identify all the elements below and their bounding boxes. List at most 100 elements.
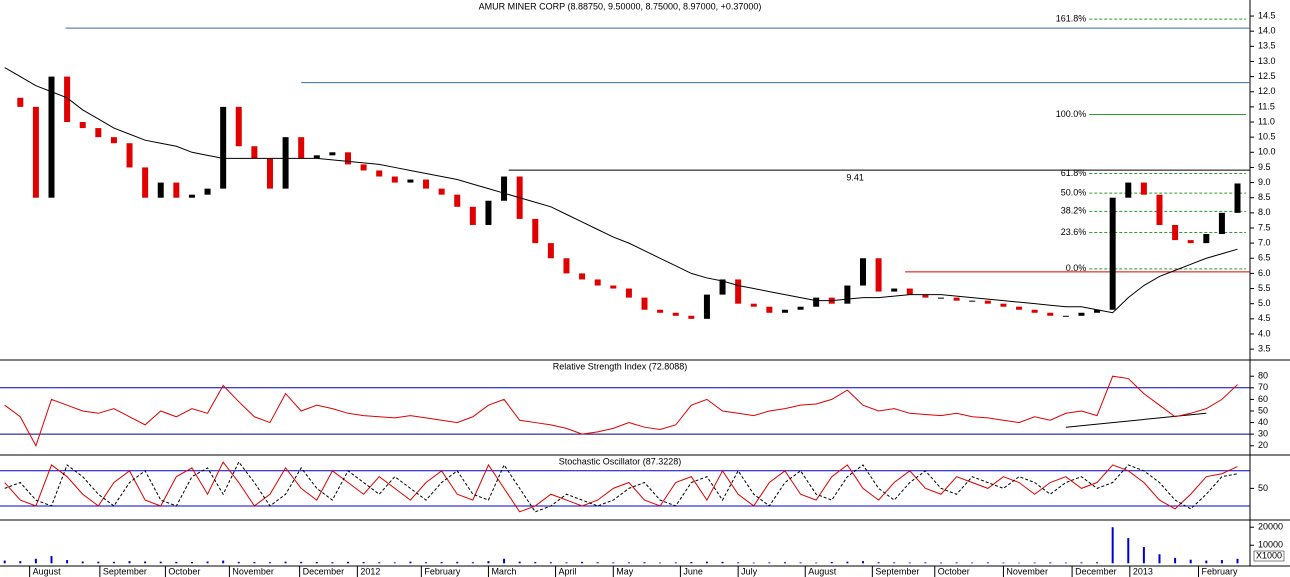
candle bbox=[1125, 182, 1132, 198]
x-tick-label: October bbox=[938, 566, 970, 576]
candle bbox=[657, 309, 664, 313]
candle bbox=[547, 243, 554, 259]
y-tick-label: 50 bbox=[1258, 483, 1268, 493]
candle bbox=[1187, 240, 1194, 244]
series-line bbox=[4, 375, 1238, 447]
candle bbox=[48, 76, 55, 198]
candle bbox=[79, 122, 86, 129]
volume-bar bbox=[1096, 562, 1099, 564]
candle bbox=[220, 106, 227, 189]
candle bbox=[64, 76, 71, 123]
volume-bar bbox=[986, 562, 989, 564]
volume-bar bbox=[222, 560, 225, 564]
candle bbox=[735, 279, 742, 304]
volume-bar bbox=[1142, 547, 1145, 564]
volume-bar bbox=[268, 562, 271, 564]
volume-bar bbox=[893, 562, 896, 564]
volume-bar bbox=[534, 562, 537, 564]
fib-label: 61.8% bbox=[1061, 168, 1087, 178]
candle bbox=[345, 152, 352, 165]
candle bbox=[1062, 315, 1069, 317]
volume-bar bbox=[3, 560, 6, 564]
x-tick-label: February bbox=[424, 566, 461, 576]
volume-bar bbox=[487, 561, 490, 564]
volume-bar bbox=[549, 562, 552, 564]
fib-label: 38.2% bbox=[1061, 206, 1087, 216]
x-tick-label: February bbox=[1202, 566, 1239, 576]
volume-bar bbox=[19, 561, 22, 564]
series-line bbox=[4, 67, 1238, 314]
volume-bar bbox=[347, 561, 350, 564]
volume-bar bbox=[284, 561, 287, 564]
candle bbox=[750, 303, 757, 307]
y-tick-label: 10.5 bbox=[1258, 132, 1276, 142]
candle bbox=[1094, 309, 1101, 313]
candle bbox=[1078, 312, 1085, 316]
y-tick-label: 13.0 bbox=[1258, 56, 1276, 66]
volume-bar bbox=[737, 562, 740, 564]
candle bbox=[376, 170, 383, 177]
volume-bar bbox=[237, 561, 240, 564]
volume-bar bbox=[253, 562, 256, 564]
y-tick-label: 4.5 bbox=[1258, 313, 1271, 323]
volume-bar bbox=[690, 562, 693, 564]
candle bbox=[1047, 312, 1054, 316]
candle bbox=[922, 294, 929, 298]
candle bbox=[126, 143, 133, 168]
volume-bar bbox=[799, 562, 802, 564]
volume-bar bbox=[66, 560, 69, 564]
fib-label: 50.0% bbox=[1061, 188, 1087, 198]
y-tick-label: 10.0 bbox=[1258, 147, 1276, 157]
candle bbox=[594, 279, 601, 286]
candle bbox=[875, 258, 882, 292]
annotation: 9.41 bbox=[846, 172, 864, 182]
y-tick-label: 80 bbox=[1258, 371, 1268, 381]
x-tick-label: November bbox=[232, 566, 274, 576]
y-tick-label: 12.0 bbox=[1258, 86, 1276, 96]
candle bbox=[235, 106, 242, 147]
volume-bar bbox=[1018, 562, 1021, 564]
candle bbox=[360, 164, 367, 171]
candle bbox=[844, 285, 851, 304]
volume-bar bbox=[81, 561, 84, 564]
y-tick-label: 5.5 bbox=[1258, 283, 1271, 293]
candle bbox=[906, 288, 913, 295]
volume-bar bbox=[1127, 538, 1130, 564]
volume-bar bbox=[190, 562, 193, 564]
y-tick-label: 30 bbox=[1258, 429, 1268, 439]
x-tick-label: August bbox=[33, 566, 62, 576]
y-tick-label: 40 bbox=[1258, 417, 1268, 427]
volume-bar bbox=[705, 561, 708, 564]
candle bbox=[95, 128, 102, 138]
volume-bar bbox=[877, 562, 880, 564]
candle bbox=[329, 152, 336, 156]
y-tick-label: 60 bbox=[1258, 394, 1268, 404]
y-tick-label: 3.5 bbox=[1258, 343, 1271, 353]
y-tick-label: 50 bbox=[1258, 405, 1268, 415]
x-tick-label: 2012 bbox=[360, 566, 380, 576]
candle bbox=[251, 146, 258, 159]
candle bbox=[1140, 182, 1147, 195]
candle bbox=[501, 176, 508, 201]
fib-label: 100.0% bbox=[1056, 109, 1087, 119]
volume-bar bbox=[331, 562, 334, 564]
candle bbox=[454, 194, 461, 207]
series-line bbox=[4, 461, 1238, 513]
candle bbox=[688, 315, 695, 319]
unit-box bbox=[1253, 550, 1285, 562]
y-tick-label: 7.5 bbox=[1258, 222, 1271, 232]
volume-bar bbox=[815, 562, 818, 564]
volume-bar bbox=[456, 561, 459, 564]
candle bbox=[142, 167, 149, 198]
volume-bar bbox=[612, 562, 615, 564]
volume-bar bbox=[206, 561, 209, 564]
candle bbox=[1109, 197, 1116, 310]
candle bbox=[781, 309, 788, 313]
y-tick-label: 5.0 bbox=[1258, 298, 1271, 308]
candle bbox=[1203, 234, 1210, 244]
fib-label: 0.0% bbox=[1066, 263, 1087, 273]
volume-bar bbox=[783, 562, 786, 564]
volume-bar bbox=[1064, 562, 1067, 564]
y-tick-label: 6.0 bbox=[1258, 268, 1271, 278]
y-tick-label: 6.5 bbox=[1258, 253, 1271, 263]
